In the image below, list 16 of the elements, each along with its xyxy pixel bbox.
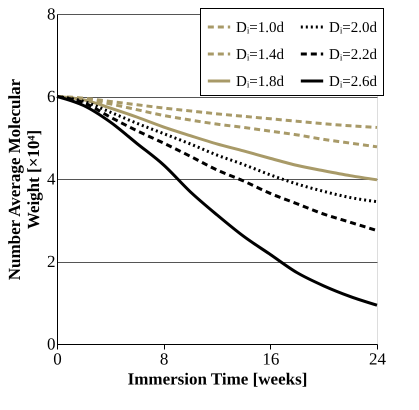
legend-label: Dᵢ=2.2d (329, 47, 378, 63)
y-tick-label: 4 (47, 170, 56, 188)
y-tick-label: 2 (47, 252, 56, 271)
legend-label: Dᵢ=2.6d (329, 74, 378, 90)
x-tick-label: 24 (369, 350, 386, 368)
legend-label: Dᵢ=1.4d (236, 47, 284, 63)
y-tick-label: 6 (47, 87, 56, 106)
x-axis-title: Immersion Time [weeks] (128, 370, 308, 388)
legend-label: Dᵢ=1.8d (236, 74, 284, 90)
y-axis-title: Number Average Molecular Weight [×10⁴] (5, 78, 43, 280)
x-tick-label: 16 (262, 350, 280, 368)
legend-label: Dᵢ=2.0d (329, 20, 378, 36)
x-tick-label: 8 (160, 350, 168, 368)
y-tick-label: 0 (47, 334, 56, 354)
legend-label: Dᵢ=1.0d (236, 20, 284, 36)
y-tick-label: 8 (47, 4, 56, 24)
